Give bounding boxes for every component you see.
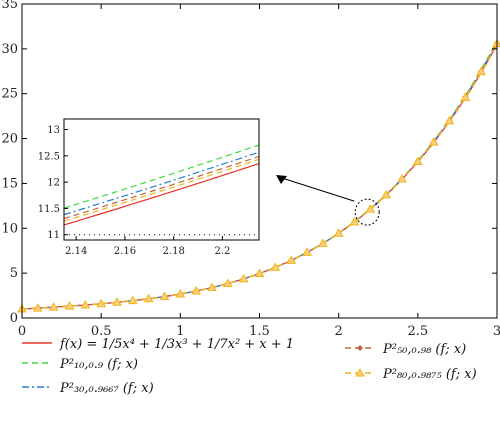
series-marker-4: [333, 228, 344, 237]
series-marker-4: [143, 293, 154, 303]
series-marker-4: [175, 288, 186, 298]
y-tick-label: 0: [10, 311, 18, 326]
series-marker-4: [460, 92, 471, 101]
focus-circle: [354, 198, 380, 226]
series-marker-4: [476, 66, 487, 76]
inset-y-tick-label: 11.5: [38, 204, 60, 215]
x-tick-label: 0: [18, 324, 26, 339]
x-tick-label: 1.5: [249, 324, 270, 339]
legend-marker-4: [355, 367, 365, 377]
series-marker-4: [270, 262, 281, 271]
series-marker-4: [64, 301, 75, 310]
series-marker-4: [412, 156, 423, 166]
inset-x-tick-label: 2.16: [114, 246, 136, 257]
y-tick-label: 5: [10, 266, 18, 281]
series-marker-4: [191, 285, 202, 295]
series-marker-4: [444, 115, 455, 125]
x-tick-label: 2.5: [407, 324, 428, 339]
series-marker-4: [365, 204, 376, 213]
y-tick-label: 25: [1, 87, 18, 102]
inset-y-tick-label: 12.5: [38, 151, 60, 162]
y-tick-label: 10: [1, 221, 18, 236]
inset-series-line-3: [63, 155, 260, 220]
series-marker-4: [302, 247, 312, 256]
series-marker-4: [127, 295, 138, 305]
series-marker-4: [112, 297, 122, 306]
series-marker-4: [286, 255, 297, 264]
x-tick-label: 0.5: [91, 324, 112, 339]
series-marker-4: [96, 298, 107, 308]
y-tick-label: 20: [1, 132, 18, 147]
series-marker-4: [317, 238, 328, 247]
x-tick-label: 2: [335, 324, 343, 339]
series-marker-4: [207, 282, 217, 292]
series-marker-4: [238, 273, 249, 283]
series-marker-4: [222, 278, 233, 287]
y-tick-label: 30: [1, 42, 18, 57]
zoom-arrowhead: [276, 175, 287, 184]
legend-label-3: P²₅₀,₀.₉₈ (f; x): [382, 342, 466, 357]
inset-series-line-0: [63, 163, 260, 226]
inset-y-tick-label: 11: [47, 230, 60, 241]
inset-y-tick-label: 12: [47, 178, 60, 189]
y-tick-label: 35: [1, 0, 18, 12]
series-marker-4: [381, 189, 392, 199]
legend: f(x) = 1/5x⁴ + 1/3x³ + 1/7x² + x + 1 P²₁₀…: [22, 337, 477, 396]
series-marker-4: [254, 268, 265, 277]
legend-label-2: P²₃₀,₀.₉₆₆₇ (f; x): [59, 381, 154, 396]
legend-label-0: f(x) = 1/5x⁴ + 1/3x³ + 1/7x² + x + 1: [59, 337, 294, 352]
series-marker-4: [349, 216, 360, 226]
inset-y-tick-label: 13: [47, 125, 60, 136]
series-marker-4: [397, 174, 407, 183]
inset-background: [36, 117, 261, 260]
inset-x-tick-label: 2.2: [214, 246, 230, 257]
legend-label-4: P²₈₀,₀.₉₈₇₅ (f; x): [382, 367, 477, 382]
inset-x-tick-label: 2.14: [65, 246, 87, 257]
x-tick-label: 1: [176, 324, 184, 339]
inset-plot: 2.14 2.16 2.18 2.2 11 11.5 12 12.5 13: [36, 117, 261, 260]
series-marker-4: [32, 303, 43, 312]
zoom-arrow: [281, 177, 355, 202]
x-tick-label: 3: [493, 324, 500, 339]
inset-series-line-1: [63, 144, 260, 209]
inset-frame: [63, 118, 260, 241]
inset-series-line-2: [63, 151, 260, 216]
series-marker-4: [80, 299, 91, 309]
series-marker-4: [159, 291, 170, 301]
legend-label-1: P²₁₀,₀.₉ (f; x): [59, 357, 138, 372]
legend-marker-3: [357, 345, 363, 351]
inset-x-tick-label: 2.18: [163, 246, 185, 257]
series-marker-4: [428, 137, 439, 146]
inset-series-line-4: [63, 158, 260, 222]
series-marker-4: [48, 302, 59, 311]
y-tick-label: 15: [1, 176, 18, 191]
